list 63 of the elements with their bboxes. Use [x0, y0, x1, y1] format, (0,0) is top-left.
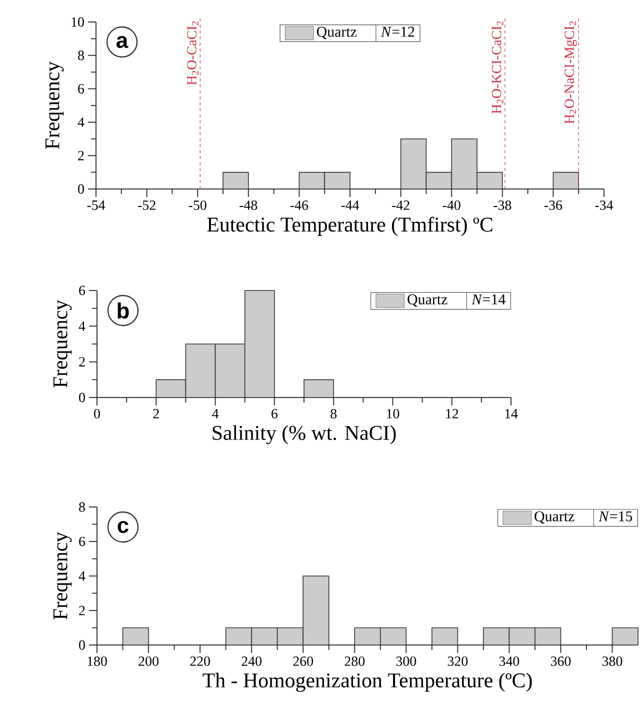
- y-tick-label: 0: [79, 640, 85, 650]
- x-tick-label: 380: [602, 656, 622, 666]
- x-tick-label: 240: [242, 656, 262, 666]
- annotation: N=14: [472, 294, 506, 304]
- x-tick-label: -54: [87, 200, 106, 210]
- y-tick-label: 0: [79, 392, 85, 402]
- x-tick-label: 0: [94, 409, 100, 418]
- x-axis-title: Th - Homogenization Temperature (ºC): [202, 672, 532, 692]
- annotation: N=12: [380, 26, 414, 37]
- x-tick-label: 12: [446, 409, 458, 418]
- legend-label: Quartz: [408, 294, 448, 307]
- x-tick-label: -50: [188, 200, 206, 210]
- annotation: a: [116, 36, 128, 48]
- annotation: c: [118, 520, 128, 534]
- x-tick-label: -40: [442, 200, 460, 210]
- y-tick-label: 4: [78, 118, 84, 127]
- x-axis-title: Salinity (% wt. NaCI): [212, 425, 396, 444]
- y-tick-label: 6: [79, 536, 86, 546]
- y-tick-label: 4: [78, 571, 86, 581]
- y-axis-title: Frequency: [45, 61, 64, 150]
- x-tick-label: 10: [386, 409, 400, 418]
- annotation: b: [118, 302, 129, 319]
- x-tick-label: 14: [505, 409, 518, 418]
- x-tick-label: 220: [190, 656, 210, 666]
- x-tick-label: 320: [448, 656, 468, 666]
- annotation: N=15: [598, 511, 632, 522]
- x-tick-label: -42: [392, 200, 410, 210]
- x-tick-label: 6: [272, 409, 278, 418]
- y-axis-title: Frequency: [53, 532, 72, 620]
- x-tick-label: 260: [293, 656, 314, 666]
- ref-line-label: H$_{2}$O-KCI-CaCI$_{2}$: [492, 21, 504, 114]
- x-tick-label: -48: [240, 200, 258, 210]
- x-tick-label: -44: [341, 200, 360, 210]
- x-tick-label: 200: [138, 656, 158, 666]
- y-tick-label: 2: [79, 357, 85, 366]
- y-tick-label: 6: [79, 286, 86, 296]
- y-tick-label: 2: [78, 150, 84, 160]
- x-axis-title: Eutectic Temperature (Tmfirst) ºC: [207, 216, 492, 236]
- ref-line-label: H$_{2}$O-CaCI$_{2}$: [187, 21, 198, 85]
- y-tick-label: 6: [78, 84, 84, 94]
- x-tick-label: -46: [290, 200, 308, 210]
- legend-label: Quartz: [316, 26, 357, 40]
- x-tick-label: 280: [344, 656, 365, 666]
- x-tick-label: -34: [595, 200, 614, 210]
- y-tick-label: 10: [72, 17, 84, 27]
- ref-line-label: H$_{2}$O-NaCI-MgCI$_{2}$: [564, 21, 577, 124]
- x-tick-label: 4: [212, 409, 219, 418]
- x-tick-label: -52: [138, 200, 156, 210]
- legend-label: Quartz: [534, 511, 574, 524]
- y-tick-label: 0: [78, 184, 84, 194]
- x-tick-label: 360: [550, 656, 571, 666]
- x-tick-label: 2: [153, 409, 159, 418]
- x-tick-label: 340: [499, 656, 520, 666]
- x-tick-label: 300: [396, 656, 416, 666]
- x-tick-label: 8: [330, 409, 337, 418]
- y-tick-label: 8: [78, 50, 84, 60]
- x-tick-label: -38: [494, 200, 512, 210]
- y-tick-label: 4: [78, 322, 86, 331]
- y-axis-title: Frequency: [53, 300, 72, 388]
- x-tick-label: 180: [88, 656, 107, 666]
- y-tick-label: 8: [79, 502, 85, 512]
- y-tick-label: 2: [79, 606, 85, 616]
- x-tick-label: -36: [544, 200, 562, 210]
